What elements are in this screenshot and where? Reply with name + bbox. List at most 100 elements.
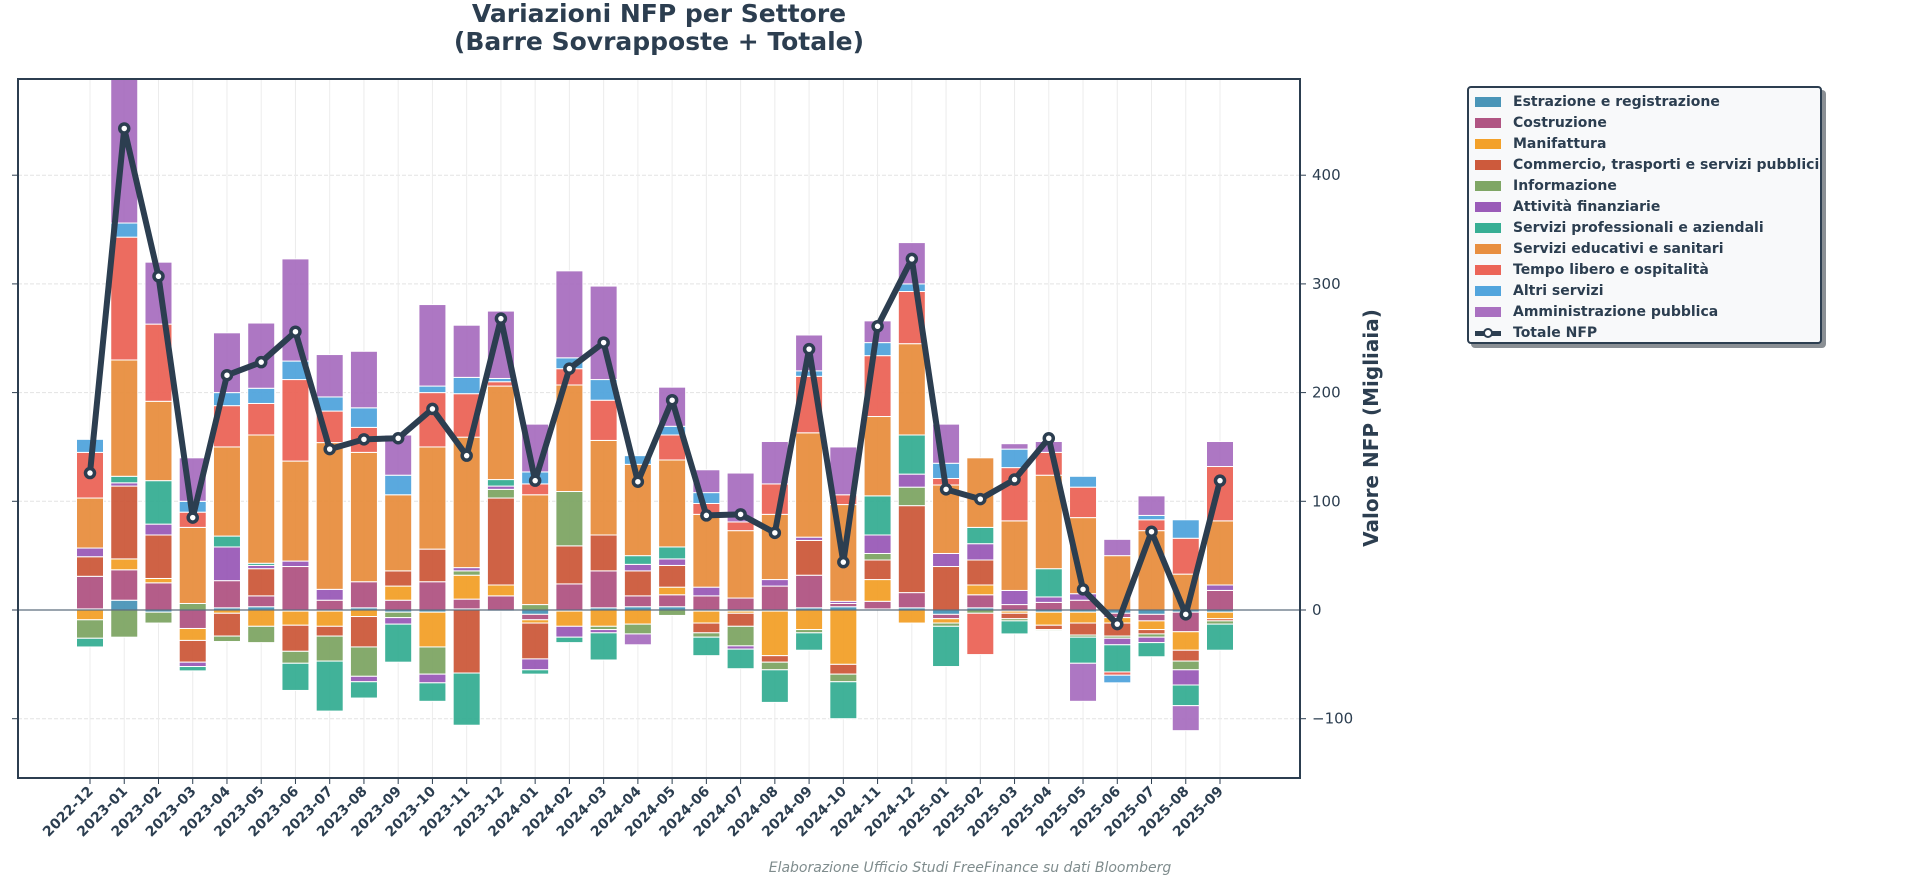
- legend-swatch: [1475, 201, 1501, 212]
- total-nfp-point: [186, 511, 199, 524]
- bar-segment: [1103, 674, 1132, 684]
- bar-segment: [1034, 611, 1063, 626]
- bar-segment: [349, 350, 378, 409]
- bar-segment: [76, 575, 104, 610]
- legend-swatch: [1475, 264, 1501, 275]
- bar-segment: [1034, 568, 1063, 598]
- bar-segment: [1171, 705, 1200, 732]
- bar-segment: [349, 616, 378, 648]
- bar-segment: [452, 574, 481, 600]
- bar-segment: [110, 569, 139, 601]
- bar-segment: [1069, 636, 1098, 664]
- legend-item: Tempo libero e ospitalità: [1475, 259, 1820, 280]
- bar-segment: [247, 568, 276, 597]
- total-nfp-point: [254, 355, 268, 369]
- bar-segment: [863, 495, 892, 536]
- bar-segment: [418, 673, 447, 684]
- bar-segment: [1137, 609, 1166, 615]
- bar-segment: [110, 599, 139, 611]
- total-nfp-point: [1179, 608, 1193, 621]
- legend-label: Manifattura: [1513, 135, 1607, 152]
- bar-segment: [932, 625, 961, 668]
- bar-segment: [623, 595, 652, 608]
- y-tick-label: 0: [1312, 601, 1322, 619]
- bar-segment: [144, 611, 173, 624]
- bar-segment: [178, 661, 207, 668]
- bar-segment: [349, 581, 378, 609]
- bar-segment: [521, 622, 550, 660]
- legend-item: Commercio, trasporti e servizi pubblici: [1475, 154, 1820, 175]
- bar-segment: [897, 609, 926, 624]
- bar-segment: [829, 609, 858, 665]
- bar-segment: [247, 609, 276, 627]
- bar-segment: [384, 617, 413, 625]
- bar-segment: [110, 236, 139, 361]
- bar-segment: [521, 604, 550, 611]
- bar-segment: [1069, 622, 1098, 636]
- bar-segment: [555, 610, 584, 627]
- legend-label: Totale NFP: [1513, 324, 1598, 341]
- legend-label: Tempo libero e ospitalità: [1513, 261, 1709, 278]
- total-nfp-point: [905, 252, 919, 266]
- bar-segment: [726, 612, 755, 627]
- bar-segment: [623, 570, 652, 597]
- bar-segment: [555, 625, 584, 638]
- total-nfp-point: [494, 312, 508, 325]
- bar-segment: [1000, 520, 1029, 591]
- bar-segment: [247, 434, 276, 564]
- bar-segment: [795, 632, 824, 651]
- bar-segment: [1137, 620, 1166, 631]
- bar-segment: [863, 552, 892, 561]
- bar-segment: [692, 595, 721, 611]
- source-note: Elaborazione Ufficio Studi FreeFinance s…: [768, 860, 1172, 876]
- total-nfp-point: [1213, 474, 1227, 487]
- total-nfp-point: [768, 526, 782, 540]
- total-nfp-point: [1111, 617, 1124, 631]
- bar-segment: [1000, 589, 1029, 606]
- bar-segment: [212, 546, 241, 582]
- total-nfp-point: [1076, 583, 1090, 596]
- bar-segment: [1034, 629, 1063, 632]
- bar-segment: [349, 675, 378, 683]
- bar-segment: [932, 552, 961, 568]
- bar-segment: [76, 547, 104, 558]
- y-axis-label: Valore NFP (Migliaia): [1359, 309, 1383, 547]
- bar-segment: [384, 599, 413, 611]
- bar-segment: [692, 513, 721, 588]
- bar-segment: [1171, 649, 1200, 662]
- bar-segment: [144, 523, 173, 536]
- y-axis-ticks: −100 0 100 200 300 400: [12, 166, 1353, 728]
- total-nfp-line: [87, 125, 1223, 628]
- bar-segment: [315, 588, 344, 601]
- bar-segment: [658, 609, 687, 616]
- bar-segment: [384, 623, 413, 663]
- bar-segment: [178, 666, 207, 672]
- bar-segment: [212, 446, 241, 537]
- bar-segment: [1137, 613, 1166, 622]
- bar-segment: [1137, 495, 1166, 516]
- bar-segment: [966, 526, 995, 545]
- bar-segment: [315, 635, 344, 662]
- legend-label: Servizi professionali e aziendali: [1513, 219, 1764, 236]
- bar-segment: [966, 559, 995, 586]
- bar-segment: [349, 609, 378, 618]
- legend-swatch: [1475, 117, 1501, 128]
- bar-segment: [555, 491, 584, 547]
- bar-segment: [555, 636, 584, 644]
- bar-segment: [897, 486, 926, 507]
- bar-segment: [1206, 623, 1234, 651]
- bar-segment: [623, 555, 652, 565]
- bar-segment: [247, 387, 276, 404]
- bar-segment: [452, 324, 481, 378]
- bar-segment: [589, 609, 618, 627]
- bar-segment: [1000, 612, 1029, 620]
- bar-segment: [692, 632, 721, 638]
- bar-segment: [692, 636, 721, 657]
- bar-segment: [315, 610, 344, 627]
- bar-segment: [349, 646, 378, 677]
- legend-swatch: [1475, 222, 1501, 233]
- bar-segment: [555, 545, 584, 585]
- bar-segment: [829, 673, 858, 683]
- bar-segment: [1137, 629, 1166, 635]
